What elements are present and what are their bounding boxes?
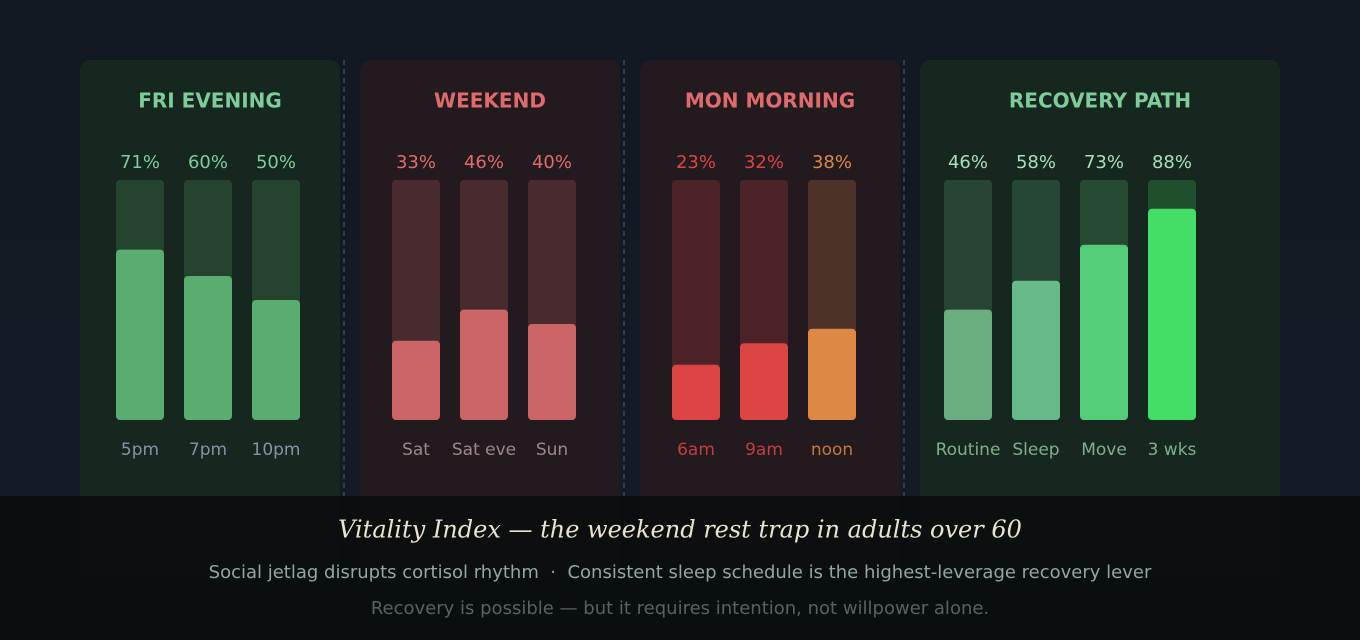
footer: Recovery is possible — but it requires i… — [371, 598, 989, 619]
value-label: 46% — [948, 152, 988, 173]
value-label: 32% — [744, 152, 784, 173]
category-label: noon — [811, 440, 853, 460]
category-label: Sat — [402, 440, 430, 460]
caption-band — [0, 496, 1360, 640]
panel-title: FRI EVENING — [138, 89, 282, 113]
value-label: 33% — [396, 152, 436, 173]
bar — [944, 309, 992, 420]
value-label: 73% — [1084, 152, 1124, 173]
bar-track — [672, 180, 720, 420]
value-label: 60% — [188, 152, 228, 173]
bar — [252, 300, 300, 420]
value-label: 40% — [532, 152, 572, 173]
title: Vitality Index — the weekend rest trap i… — [338, 516, 1022, 544]
bar — [116, 249, 164, 420]
bar — [1080, 244, 1128, 420]
value-label: 71% — [120, 152, 160, 173]
subtitle: Social jetlag disrupts cortisol rhythm ·… — [209, 562, 1152, 583]
value-label: 38% — [812, 152, 852, 173]
panel-title: RECOVERY PATH — [1009, 89, 1191, 113]
bar — [1012, 280, 1060, 420]
bar — [672, 364, 720, 420]
category-label: 10pm — [252, 440, 301, 460]
category-label: 9am — [745, 440, 783, 460]
category-label: Routine — [936, 440, 1001, 460]
category-label: Sat eve — [452, 440, 516, 460]
panel — [640, 60, 900, 580]
bar — [184, 276, 232, 420]
category-label: Sun — [536, 440, 568, 460]
bar — [740, 343, 788, 420]
value-label: 50% — [256, 152, 296, 173]
bar — [528, 324, 576, 420]
bar — [1148, 208, 1196, 420]
panel-title: WEEKEND — [434, 89, 546, 113]
bar — [808, 328, 856, 420]
category-label: 5pm — [121, 440, 159, 460]
bar — [392, 340, 440, 420]
category-label: 6am — [677, 440, 715, 460]
category-label: 3 wks — [1148, 440, 1197, 460]
bar — [460, 309, 508, 420]
category-label: 7pm — [189, 440, 227, 460]
value-label: 46% — [464, 152, 504, 173]
value-label: 23% — [676, 152, 716, 173]
value-label: 58% — [1016, 152, 1056, 173]
panel-title: MON MORNING — [685, 89, 855, 113]
category-label: Sleep — [1012, 440, 1059, 460]
category-label: Move — [1081, 440, 1127, 460]
value-label: 88% — [1152, 152, 1192, 173]
